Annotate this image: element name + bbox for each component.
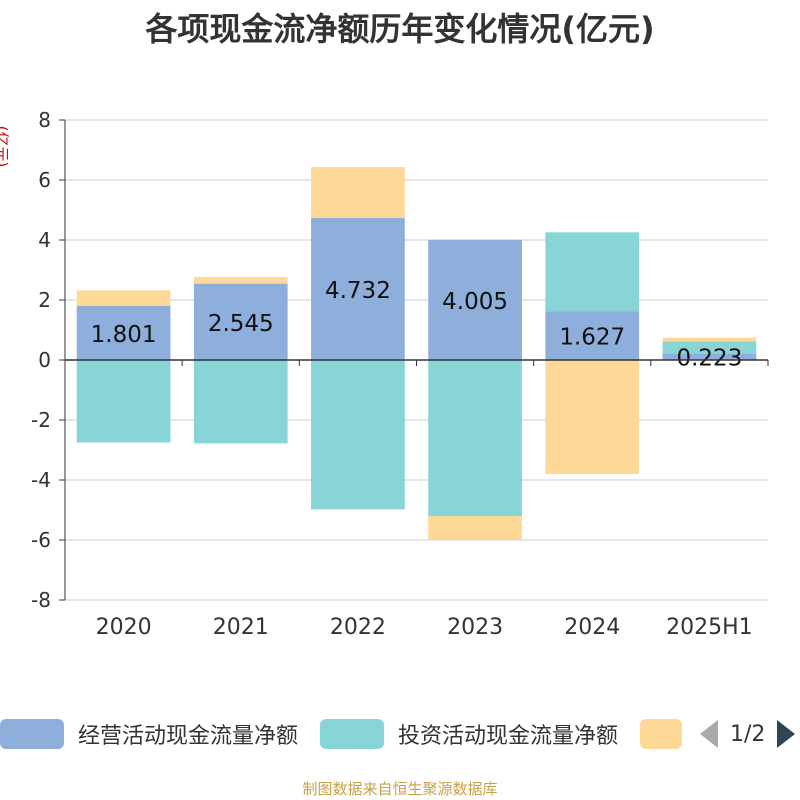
legend-swatch-operating bbox=[0, 719, 64, 749]
bar-2025H1-series-0 bbox=[662, 353, 757, 360]
bar-2021-series-2 bbox=[193, 277, 288, 284]
legend-item-financing[interactable] bbox=[640, 716, 682, 752]
bar-2022-series-1 bbox=[311, 360, 405, 510]
bar-2020-series-2 bbox=[76, 290, 171, 306]
legend-swatch-investing bbox=[320, 719, 384, 749]
bar-2022-series-2 bbox=[311, 167, 405, 219]
bar-2025H1-series-1 bbox=[662, 341, 757, 354]
prev-page-icon[interactable] bbox=[700, 720, 718, 748]
bar-2024-series-0 bbox=[545, 311, 640, 360]
bar-2023-series-1 bbox=[428, 360, 522, 516]
legend-swatch-financing bbox=[640, 719, 682, 749]
x-tick-label: 2023 bbox=[447, 615, 503, 640]
data-label: 1.627 bbox=[559, 325, 625, 351]
x-tick-label: 2022 bbox=[330, 615, 386, 640]
y-tick-label: 6 bbox=[38, 168, 51, 192]
legend-item-operating[interactable]: 经营活动现金流量净额 bbox=[0, 716, 298, 752]
data-label: 4.732 bbox=[325, 278, 391, 304]
chart-title: 各项现金流净额历年变化情况(亿元) bbox=[145, 10, 655, 48]
x-tick-label: 2021 bbox=[213, 615, 269, 640]
data-label: 2.545 bbox=[208, 311, 274, 337]
bar-2022-series-0 bbox=[311, 218, 405, 360]
legend-label-investing: 投资活动现金流量净额 bbox=[398, 724, 619, 749]
x-tick-label: 2020 bbox=[96, 615, 152, 640]
y-tick-label: -8 bbox=[31, 588, 51, 612]
y-tick-label: -2 bbox=[31, 408, 51, 432]
legend: 经营活动现金流量净额 投资活动现金流量净额 bbox=[0, 716, 800, 756]
bar-chart: 8 6 4 2 0 -2 -4 -6 -8 1.801 2.545 4.732 4.005 1.627 0.… bbox=[31, 108, 769, 640]
y-tick-label: -4 bbox=[31, 468, 51, 492]
data-label: 1.801 bbox=[91, 322, 157, 348]
next-page-icon[interactable] bbox=[777, 720, 796, 748]
bar-2021-series-1 bbox=[193, 360, 288, 444]
data-label: 0.223 bbox=[676, 346, 742, 372]
bar-2025H1-series-2 bbox=[662, 337, 757, 342]
y-tick-label: 4 bbox=[38, 228, 51, 252]
bar-2023-series-2 bbox=[428, 516, 522, 540]
bar-2024-series-2 bbox=[545, 360, 640, 474]
y-tick-label: 8 bbox=[38, 108, 51, 132]
bar-2023-series-0 bbox=[428, 239, 522, 360]
bar-2020-series-1 bbox=[76, 360, 171, 443]
legend-label-operating: 经营活动现金流量净额 bbox=[78, 724, 299, 749]
bar-2020-series-0 bbox=[76, 305, 171, 360]
bar-2024-series-1 bbox=[545, 232, 640, 312]
legend-item-investing[interactable]: 投资活动现金流量净额 bbox=[320, 716, 618, 752]
legend-pager: 1/2 bbox=[700, 716, 796, 752]
y-tick-label: 0 bbox=[38, 348, 51, 372]
legend-page-indicator: 1/2 bbox=[730, 721, 766, 747]
x-tick-label: 2025H1 bbox=[666, 615, 753, 640]
y-tick-label: 2 bbox=[38, 288, 51, 312]
data-source-note: 制图数据来自恒生聚源数据库 bbox=[302, 780, 498, 798]
bar-2021-series-0 bbox=[193, 283, 288, 360]
x-tick-label: 2024 bbox=[564, 615, 620, 640]
data-label: 4.005 bbox=[442, 289, 508, 315]
y-tick-label: -6 bbox=[31, 528, 51, 552]
